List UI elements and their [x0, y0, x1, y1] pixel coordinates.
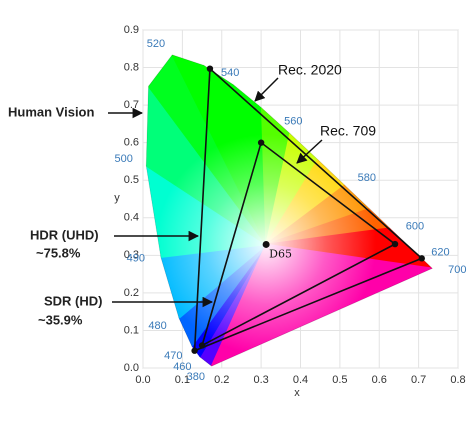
wavelength-label: 540: [221, 67, 239, 79]
wavelength-label: 700: [448, 264, 466, 276]
annotation: ~75.8%: [36, 245, 81, 260]
wavelength-label: 580: [358, 172, 376, 184]
wavelength-label: 470: [164, 350, 182, 362]
wavelength-label: 600: [406, 220, 424, 232]
y-tick-label: 0.8: [124, 61, 139, 73]
y-tick-label: 0.0: [124, 362, 139, 374]
wavelength-label: 560: [284, 116, 302, 128]
gamut-triangle: [193, 66, 424, 352]
gamut-label: Rec. 709: [320, 123, 376, 139]
y-tick-label: 0.7: [124, 99, 139, 111]
x-tick-label: 0.2: [214, 374, 229, 386]
gamut-label: Rec. 2020: [278, 62, 342, 78]
gamut-vertex: [257, 139, 265, 146]
x-tick-label: 0.7: [411, 374, 426, 386]
gamut-vertex: [206, 65, 214, 72]
gamut-vertex: [191, 347, 198, 354]
x-axis-label: x: [294, 387, 300, 399]
x-tick-label: 0.1: [175, 374, 190, 386]
y-axis-label: y: [114, 192, 120, 204]
gamut-vertex: [198, 342, 206, 349]
wavelength-label: 380: [187, 371, 205, 383]
x-tick-label: 0.6: [372, 374, 387, 386]
y-tick-label: 0.4: [124, 212, 139, 224]
y-tick-label: 0.1: [124, 324, 139, 336]
annotation: ~35.9%: [38, 312, 83, 327]
wavelength-label: 480: [148, 320, 166, 332]
x-tick-label: 0.8: [450, 374, 465, 386]
y-tick-label: 0.2: [124, 287, 139, 299]
arrow: [254, 77, 279, 102]
spectral-locus: [145, 54, 433, 367]
wavelength-label: 520: [147, 38, 165, 50]
gamut-triangle: [200, 141, 397, 348]
x-tick-label: 0.3: [253, 374, 268, 386]
x-tick-label: 0.0: [135, 374, 150, 386]
gamut-vertex: [418, 255, 425, 262]
y-tick-label: 0.3: [124, 249, 139, 261]
y-tick-label: 0.9: [124, 24, 139, 36]
arrow: [296, 139, 323, 164]
x-tick-label: 0.5: [332, 374, 347, 386]
white-point-label: D65: [269, 247, 292, 260]
y-tick-label: 0.5: [124, 174, 139, 186]
annotation: SDR (HD): [44, 293, 103, 308]
annotation: HDR (UHD): [30, 227, 99, 242]
wavelength-label: 500: [114, 153, 132, 165]
wavelength-label: 460: [173, 361, 191, 373]
y-tick-label: 0.6: [124, 137, 139, 149]
white-point: [262, 240, 270, 248]
wavelength-label: 620: [431, 247, 449, 259]
wavelength-label: 490: [127, 253, 145, 265]
gamut-vertex: [391, 240, 399, 248]
annotation: Human Vision: [8, 104, 95, 119]
x-tick-label: 0.4: [293, 374, 308, 386]
